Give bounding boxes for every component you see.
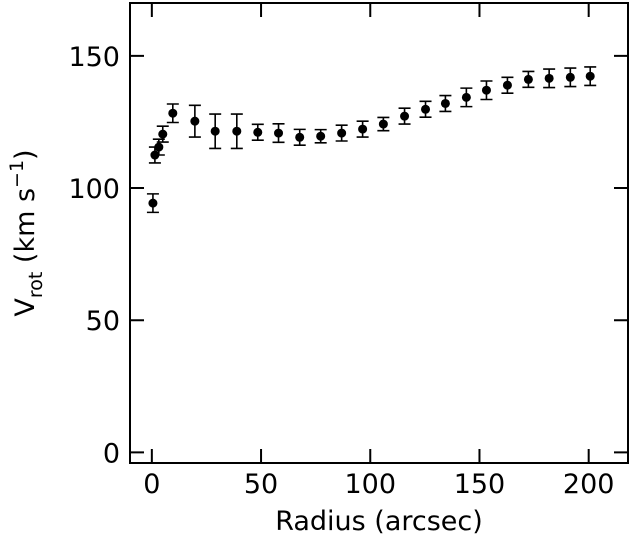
data-point — [523, 74, 533, 84]
data-point — [232, 126, 242, 136]
data-point — [337, 128, 347, 138]
data-point — [210, 126, 220, 136]
plot-frame — [129, 2, 629, 464]
data-point — [585, 71, 595, 81]
data-point — [421, 104, 431, 114]
y-tick-label: 50 — [86, 306, 120, 337]
y-label-sub: rot — [25, 272, 47, 298]
y-axis-label: Vrot (km s−1) — [6, 149, 47, 316]
y-tick-label: 0 — [103, 438, 120, 469]
data-point — [400, 111, 410, 121]
y-label-end: ) — [10, 149, 41, 160]
x-tick-label: 200 — [563, 469, 615, 500]
data-point — [502, 80, 512, 90]
x-tick-label: 50 — [244, 469, 278, 500]
data-point — [154, 142, 164, 152]
x-tick-label: 0 — [143, 469, 160, 500]
data-point — [274, 128, 284, 138]
data-point — [158, 129, 168, 139]
y-label-rest: (km s — [10, 188, 41, 272]
data-point — [565, 72, 575, 82]
data-point — [295, 132, 305, 142]
x-axis-label: Radius (arcsec) — [275, 506, 483, 537]
data-point — [544, 73, 554, 83]
data-point — [190, 116, 200, 126]
y-label-sup: −1 — [6, 160, 28, 188]
y-tick-label: 100 — [68, 174, 120, 205]
data-point — [440, 98, 450, 108]
x-tick-label: 100 — [344, 469, 396, 500]
data-point — [168, 108, 178, 118]
data-point — [148, 198, 158, 208]
y-label-main: V — [10, 298, 41, 317]
data-point — [358, 124, 368, 134]
y-tick-label: 150 — [68, 42, 120, 73]
data-point — [378, 119, 388, 129]
data-point — [253, 127, 263, 137]
data-point — [481, 85, 491, 95]
x-tick-label: 150 — [454, 469, 506, 500]
data-point — [316, 131, 326, 141]
data-point — [461, 92, 471, 102]
